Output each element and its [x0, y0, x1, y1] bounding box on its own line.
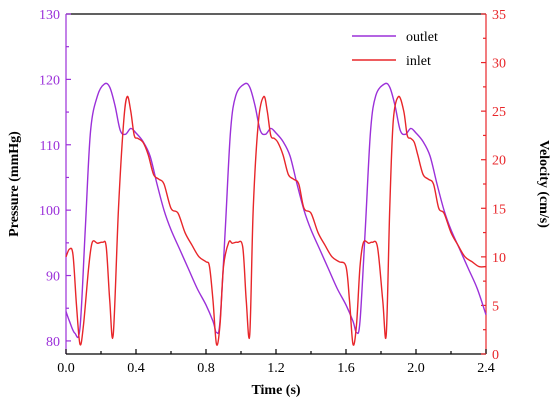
legend-label-outlet: outlet	[406, 30, 438, 45]
series-line-outlet	[65, 82, 487, 339]
series-line-inlet	[65, 95, 487, 346]
y-right-tick-label: 5	[492, 299, 499, 314]
x-tick-label: 2.0	[407, 361, 425, 376]
y-left-tick-label: 80	[46, 335, 60, 350]
y-right-tick-label: 0	[492, 348, 499, 363]
right-y-axis-title: Velocity (cm/s)	[536, 140, 550, 228]
x-ticks: 0.0 0.4 0.8 1.2 1.6 2.0 2.4	[57, 349, 495, 376]
y-right-tick-label: 25	[492, 105, 506, 120]
y-right-tick-label: 30	[492, 57, 506, 72]
y-left-tick-label: 110	[40, 139, 60, 154]
y-right-tick-label: 35	[492, 8, 506, 23]
y-left-tick-label: 130	[39, 8, 60, 23]
legend: outlet inlet	[352, 30, 438, 69]
x-tick-label: 0.0	[57, 361, 75, 376]
y-right-ticks: 0 5 10 15 20 25 30 35	[481, 8, 506, 363]
left-y-axis-title: Pressure (mmHg)	[7, 131, 22, 237]
y-left-tick-label: 90	[46, 270, 60, 285]
y-right-tick-label: 15	[492, 202, 506, 217]
legend-label-inlet: inlet	[406, 54, 431, 69]
y-right-tick-label: 10	[492, 251, 506, 266]
series-layer	[65, 82, 487, 346]
x-tick-label: 2.4	[477, 361, 495, 376]
y-left-ticks: 80 90 100 110 120 130	[39, 8, 71, 350]
x-tick-label: 1.6	[337, 361, 355, 376]
y-left-tick-label: 120	[39, 73, 60, 88]
x-tick-label: 1.2	[267, 361, 285, 376]
x-tick-label: 0.4	[127, 361, 145, 376]
x-tick-label: 0.8	[197, 361, 215, 376]
x-axis-title: Time (s)	[251, 383, 300, 398]
y-left-tick-label: 100	[39, 204, 60, 219]
y-right-tick-label: 20	[492, 154, 506, 169]
